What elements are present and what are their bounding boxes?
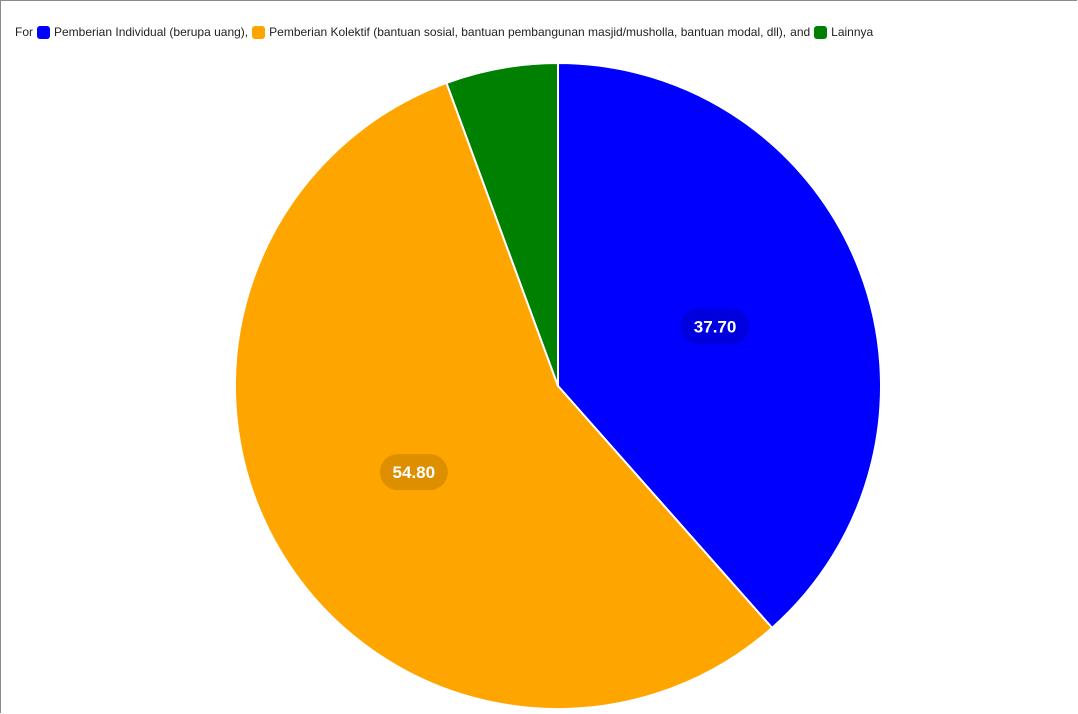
data-label-pemberian-individual: 37.70 bbox=[681, 308, 750, 345]
pie-slice-pemberian-individual[interactable] bbox=[557, 62, 882, 629]
legend-connector: and bbox=[790, 25, 811, 39]
data-label-text: 37.70 bbox=[694, 317, 737, 336]
legend-prefix: For bbox=[15, 25, 33, 39]
pie-slice-pemberian-kolektif[interactable] bbox=[234, 81, 774, 710]
legend-swatch-pemberian-individual bbox=[37, 25, 50, 39]
data-label-text: 54.80 bbox=[393, 463, 436, 482]
legend-separator: , bbox=[782, 25, 787, 39]
data-label-pemberian-kolektif: 54.80 bbox=[379, 454, 448, 491]
legend-separator: , bbox=[244, 25, 249, 39]
legend-entry-pemberian-kolektif[interactable]: Pemberian Kolektif (bantuan sosial, bant… bbox=[252, 25, 783, 39]
legend-swatch-lainnya bbox=[814, 25, 828, 39]
data-label-bubble bbox=[681, 308, 750, 345]
legend-label-pemberian-individual: Pemberian Individual (berupa uang) bbox=[54, 25, 245, 39]
data-label-bubble bbox=[379, 454, 448, 491]
legend-entry-pemberian-individual[interactable]: Pemberian Individual (berupa uang) bbox=[37, 25, 245, 39]
legend-entry-lainnya[interactable]: Lainnya bbox=[814, 25, 873, 39]
legend-label-pemberian-kolektif: Pemberian Kolektif (bantuan sosial, bant… bbox=[269, 25, 783, 39]
legend: For Pemberian Individual (berupa uang) ,… bbox=[15, 23, 873, 41]
pie-slice-lainnya[interactable] bbox=[445, 62, 559, 387]
legend-swatch-pemberian-kolektif bbox=[252, 25, 266, 39]
legend-label-lainnya: Lainnya bbox=[831, 25, 874, 39]
